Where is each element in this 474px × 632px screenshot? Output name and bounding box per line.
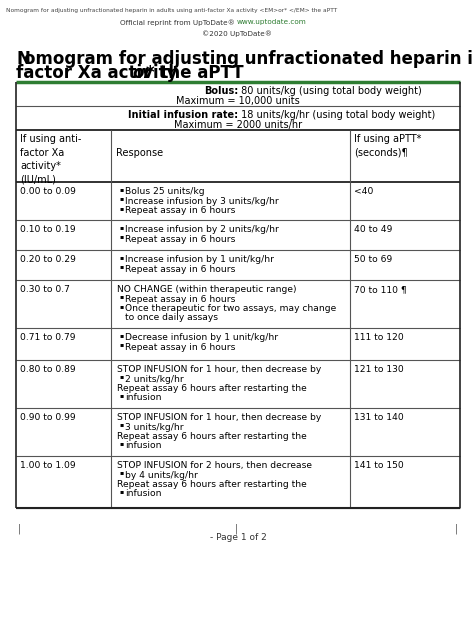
Text: 40 to 49: 40 to 49 [354,225,392,234]
Text: STOP INFUSION for 1 hour, then decrease by: STOP INFUSION for 1 hour, then decrease … [117,413,321,422]
Text: 121 to 130: 121 to 130 [354,365,404,374]
Text: 0.71 to 0.79: 0.71 to 0.79 [20,333,75,342]
Text: 141 to 150: 141 to 150 [354,461,404,470]
Text: ▪: ▪ [119,442,123,446]
Text: 0.20 to 0.29: 0.20 to 0.29 [20,255,76,264]
Text: NO CHANGE (within therapeutic range): NO CHANGE (within therapeutic range) [117,285,297,294]
Text: ▪: ▪ [119,470,123,475]
Text: ▪: ▪ [119,394,123,399]
Text: Repeat assay 6 hours after restarting the: Repeat assay 6 hours after restarting th… [117,432,307,441]
Text: ▪: ▪ [119,234,123,240]
Text: ▪: ▪ [119,490,123,494]
Text: Official reprint from UpToDate®: Official reprint from UpToDate® [120,19,237,26]
Text: 1.00 to 1.09: 1.00 to 1.09 [20,461,76,470]
Text: |: | [18,524,21,535]
Text: to once daily assays: to once daily assays [125,313,218,322]
Text: 0.30 to 0.7: 0.30 to 0.7 [20,285,70,294]
Text: |: | [455,524,458,535]
Text: Response: Response [116,148,163,158]
Text: infusion: infusion [125,394,162,403]
Text: ▪: ▪ [119,343,123,348]
Text: Repeat assay 6 hours after restarting the: Repeat assay 6 hours after restarting th… [117,384,307,393]
Text: Bolus 25 units/kg: Bolus 25 units/kg [125,187,205,196]
Text: Increase infusion by 1 unit/kg/hr: Increase infusion by 1 unit/kg/hr [125,255,274,264]
Text: ▪: ▪ [119,304,123,309]
Text: 0.80 to 0.89: 0.80 to 0.89 [20,365,76,374]
Text: ▪: ▪ [119,197,123,202]
Text: 0.10 to 0.19: 0.10 to 0.19 [20,225,76,234]
Text: ▪: ▪ [119,187,123,192]
Text: 131 to 140: 131 to 140 [354,413,404,422]
Text: N: N [16,50,30,68]
Text: STOP INFUSION for 2 hours, then decrease: STOP INFUSION for 2 hours, then decrease [117,461,312,470]
Text: ▪: ▪ [119,423,123,427]
Text: 50 to 69: 50 to 69 [354,255,392,264]
Text: ▪: ▪ [119,333,123,338]
Text: - Page 1 of 2: - Page 1 of 2 [210,533,266,542]
Text: Nomogram for adjusting unfractionated heparin in adults using anti-factor Xa act: Nomogram for adjusting unfractionated he… [6,8,337,13]
Text: Repeat assay in 6 hours: Repeat assay in 6 hours [125,265,236,274]
Text: Repeat assay in 6 hours: Repeat assay in 6 hours [125,343,236,351]
Text: <40: <40 [354,187,374,196]
Text: 111 to 120: 111 to 120 [354,333,404,342]
Text: 18 units/kg/hr (using total body weight): 18 units/kg/hr (using total body weight) [238,110,435,120]
Text: Repeat assay in 6 hours: Repeat assay in 6 hours [125,295,236,303]
Text: www.uptodate.com: www.uptodate.com [237,19,307,25]
Text: Repeat assay in 6 hours: Repeat assay in 6 hours [125,234,236,243]
Text: factor Xa activity: factor Xa activity [16,64,183,82]
Text: STOP INFUSION for 1 hour, then decrease by: STOP INFUSION for 1 hour, then decrease … [117,365,321,374]
Text: ▪: ▪ [119,255,123,260]
Text: 0.00 to 0.09: 0.00 to 0.09 [20,187,76,196]
Text: |: | [234,524,237,535]
Text: by 4 units/kg/hr: by 4 units/kg/hr [125,470,198,480]
Text: 0.90 to 0.99: 0.90 to 0.99 [20,413,76,422]
Text: If using anti-
factor Xa
activity*
(IU/mL): If using anti- factor Xa activity* (IU/m… [20,134,82,185]
Text: 70 to 110 ¶: 70 to 110 ¶ [354,285,407,294]
Text: 2 units/kg/hr: 2 units/kg/hr [125,375,184,384]
Text: ©2020 UpToDate®: ©2020 UpToDate® [202,30,272,37]
Text: ▪: ▪ [119,225,123,230]
Text: Increase infusion by 2 units/kg/hr: Increase infusion by 2 units/kg/hr [125,225,279,234]
Text: Repeat assay 6 hours after restarting the: Repeat assay 6 hours after restarting th… [117,480,307,489]
Text: Once therapeutic for two assays, may change: Once therapeutic for two assays, may cha… [125,304,336,313]
Text: Bolus:: Bolus: [204,86,238,96]
Text: omogram for adjusting unfractionated heparin in adults using anti-: omogram for adjusting unfractionated hep… [25,50,474,68]
Text: If using aPTT*
(seconds)¶: If using aPTT* (seconds)¶ [354,134,421,157]
Text: Repeat assay in 6 hours: Repeat assay in 6 hours [125,206,236,215]
Text: Maximum = 10,000 units: Maximum = 10,000 units [176,96,300,106]
Text: infusion: infusion [125,490,162,499]
Text: Decrease infusion by 1 unit/kg/hr: Decrease infusion by 1 unit/kg/hr [125,333,278,342]
Text: ▪: ▪ [119,206,123,211]
Text: ▪: ▪ [119,265,123,269]
Text: ▪: ▪ [119,295,123,300]
Text: * the aPTT: * the aPTT [146,64,244,82]
Text: 80 units/kg (using total body weight): 80 units/kg (using total body weight) [238,86,422,96]
Text: 3 units/kg/hr: 3 units/kg/hr [125,423,183,432]
Text: Initial infusion rate:: Initial infusion rate: [128,110,238,120]
Text: infusion: infusion [125,442,162,451]
Text: or: or [132,64,152,82]
Text: ▪: ▪ [119,375,123,379]
Text: Maximum = 2000 units/hr: Maximum = 2000 units/hr [174,120,302,130]
Text: Increase infusion by 3 units/kg/hr: Increase infusion by 3 units/kg/hr [125,197,279,205]
